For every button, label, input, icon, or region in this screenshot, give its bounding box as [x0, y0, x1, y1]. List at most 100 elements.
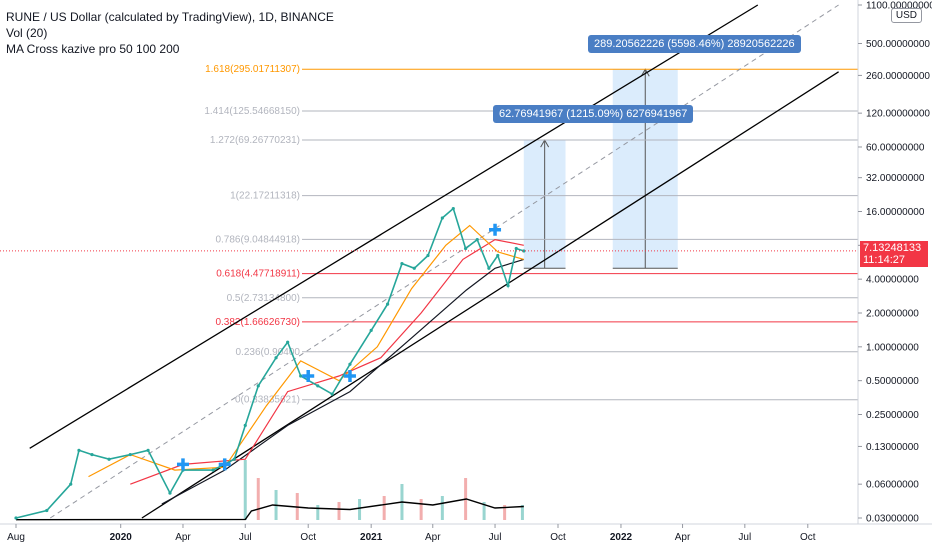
volume-bar — [482, 502, 486, 520]
y-tick-label: 0.06000000 — [866, 480, 919, 491]
y-tick-label: 0.13000000 — [866, 442, 919, 453]
legend-ma-cross-indicator[interactable]: MA Cross kazive pro 50 100 200 — [6, 42, 180, 56]
price-line — [15, 207, 525, 519]
price-point — [286, 340, 290, 344]
ma-cross-marker-2 — [218, 458, 231, 471]
moving-averages-layer — [88, 224, 524, 505]
x-tick-label: Apr — [175, 532, 191, 543]
price-point — [348, 362, 352, 366]
y-tick-label: 120.00000000 — [866, 109, 930, 120]
volume-bar — [382, 496, 386, 520]
fib-label-8: 0.236(0.90400 — [235, 347, 300, 358]
price-point — [496, 253, 500, 258]
chart-legend: RUNE / US Dollar (calculated by TradingV… — [6, 9, 334, 57]
fib-label-3: 1(22.17211318) — [230, 191, 300, 202]
price-point — [90, 452, 94, 457]
measure-label-2: 289.20562226 (5598.46%) 28920562226 — [588, 35, 801, 53]
measure-label-1: 62.76941967 (1215.09%) 6276941967 — [493, 105, 694, 123]
price-point — [168, 491, 172, 495]
legend-volume-indicator[interactable]: Vol (20) — [6, 26, 48, 40]
price-point — [14, 516, 18, 520]
fib-label-5: 0.618(4.47718911) — [216, 269, 300, 280]
y-tick-label: 1.00000000 — [866, 342, 919, 353]
price-point — [506, 284, 510, 288]
y-tick-label: 0.25000000 — [866, 410, 919, 421]
fib-label-7: 0.382(1.66626730) — [215, 317, 300, 328]
y-tick-label: 60.00000000 — [866, 142, 925, 153]
y-tick-label: 32.00000000 — [866, 173, 925, 184]
x-tick-label: Jul — [489, 532, 502, 543]
price-point — [522, 249, 526, 253]
price-point — [256, 384, 260, 388]
price-point — [232, 457, 236, 461]
price-point — [369, 328, 373, 333]
x-tick-label: Aug — [7, 532, 25, 543]
price-layer — [0, 206, 858, 520]
y-tick-label: 2.00000000 — [866, 309, 919, 320]
x-tick-label: Jul — [738, 532, 751, 543]
price-point — [426, 253, 430, 258]
x-tick-label: Oct — [300, 532, 316, 543]
ma200-line — [161, 258, 524, 505]
bar-countdown: 11:14:27 — [863, 254, 906, 266]
price-point — [475, 237, 479, 242]
price-point — [107, 457, 111, 461]
volume-bar — [358, 499, 362, 520]
x-tick-label: Apr — [675, 532, 691, 543]
price-point — [146, 448, 150, 452]
y-tick-label: 16.00000000 — [866, 207, 925, 218]
price-point — [440, 216, 444, 220]
x-tick-label: Jul — [239, 532, 252, 543]
x-tick-label: Oct — [550, 532, 566, 543]
volume-bar — [419, 499, 423, 520]
y-tick-label: 260.00000000 — [866, 71, 930, 82]
ma-cross-marker-3 — [302, 370, 315, 383]
price-point — [45, 508, 49, 513]
measure-ranges-layer — [523, 68, 678, 269]
volume-bar — [337, 502, 341, 520]
price-point — [464, 246, 468, 251]
volume-bar — [243, 460, 247, 520]
currency-badge[interactable]: USD — [890, 8, 922, 23]
volume-bar — [440, 496, 444, 520]
cross-markers-layer — [176, 223, 502, 471]
volume-bar — [256, 478, 260, 520]
price-point — [299, 374, 303, 378]
current-price-tag: 7.13248133 11:14:27 — [860, 241, 928, 267]
price-point — [400, 262, 404, 266]
channel-lower-line — [141, 71, 839, 519]
fib-label-0: 1.618(295.01711307) — [205, 64, 300, 75]
volume-bar — [520, 505, 524, 520]
y-tick-label: 4.00000000 — [866, 275, 919, 286]
price-point — [316, 384, 320, 388]
price-point — [487, 266, 491, 270]
legend-symbol-title[interactable]: RUNE / US Dollar (calculated by TradingV… — [6, 10, 334, 24]
price-point — [514, 246, 518, 251]
price-point — [330, 392, 334, 396]
channel-middle-line — [49, 4, 839, 519]
ma-cross-marker-4 — [343, 370, 356, 383]
x-tick-label: Oct — [800, 532, 816, 543]
channel-layer — [29, 4, 839, 519]
volume-bar — [316, 505, 320, 520]
x-tick-label: 2021 — [360, 532, 383, 543]
price-point — [385, 302, 390, 306]
volume-bar — [503, 505, 507, 520]
fib-label-4: 0.786(9.04844918) — [215, 234, 300, 245]
price-point — [451, 206, 455, 211]
ma-cross-marker-1 — [176, 458, 189, 471]
price-point — [274, 356, 278, 360]
price-point — [128, 452, 132, 457]
x-tick-label: Apr — [425, 532, 441, 543]
ma100-line — [130, 238, 524, 485]
y-tick-label: 0.03000000 — [866, 514, 919, 525]
volume-ma-line — [15, 498, 524, 521]
volume-layer — [15, 460, 524, 521]
fib-label-6: 0.5(2.73134800) — [227, 293, 300, 304]
ma50-line — [88, 224, 524, 478]
price-point — [211, 468, 215, 472]
price-point — [69, 482, 73, 486]
price-point — [77, 448, 81, 452]
